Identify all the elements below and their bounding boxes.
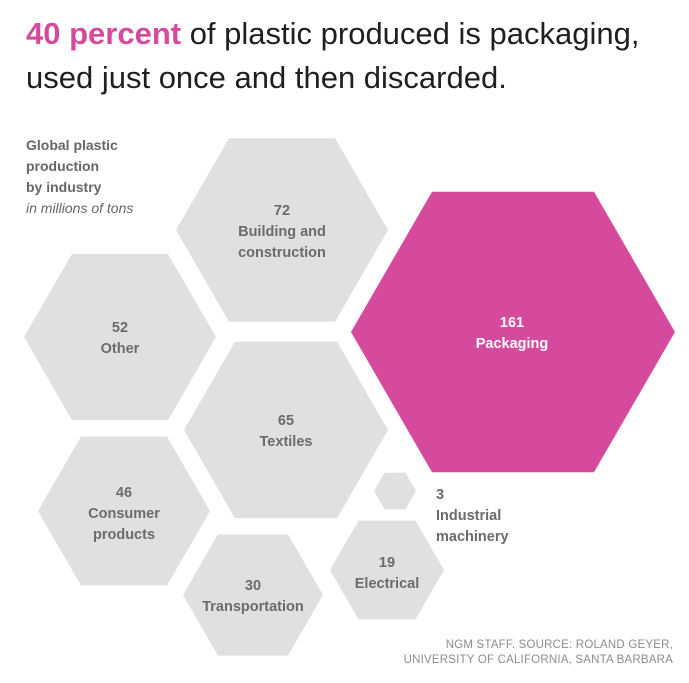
credit: NGM STAFF. SOURCE: ROLAND GEYER, UNIVERS…: [404, 638, 673, 668]
credit-line-1: NGM STAFF. SOURCE: ROLAND GEYER,: [445, 639, 673, 651]
value-label: 161: [500, 315, 524, 331]
subtitle-line-1: Global plastic: [26, 137, 118, 153]
value-label: 30: [245, 578, 261, 594]
hexagon-other: [184, 341, 388, 519]
headline-line1: of plastic produced is packaging,: [181, 16, 640, 51]
value-label: 72: [274, 203, 290, 219]
value-label: 52: [112, 320, 128, 336]
value-label: 65: [278, 413, 294, 429]
category-label: machinery: [436, 529, 509, 545]
subtitle-unit: in millions of tons: [26, 200, 134, 216]
hexagon-packaging: [351, 191, 675, 473]
value-label: 3: [436, 487, 444, 503]
category-label: Consumer: [88, 506, 160, 522]
hexagon-building-and-construction: [176, 138, 388, 322]
credit-line-2: UNIVERSITY OF CALIFORNIA, SANTA BARBARA: [403, 654, 673, 666]
headline-highlight: 40 percent: [26, 16, 182, 51]
category-label: products: [93, 527, 155, 543]
hexagon-electrical: [330, 520, 444, 620]
subtitle-line-2: production: [26, 158, 100, 174]
category-label: Industrial: [436, 508, 501, 524]
hexagon-industrial-machinery: [374, 472, 416, 510]
category-label: Other: [101, 341, 140, 357]
category-label: Building and: [238, 224, 326, 240]
category-label: Electrical: [355, 576, 420, 592]
chart-subtitle: Global plastic production by industry in…: [26, 135, 186, 219]
category-label: Textiles: [260, 434, 313, 450]
hexagon-consumer-products: [38, 436, 210, 586]
category-label: Transportation: [202, 599, 304, 615]
category-label: Packaging: [476, 336, 549, 352]
value-label: 46: [116, 485, 132, 501]
category-label: construction: [238, 245, 326, 261]
subtitle-line-3: by industry: [26, 179, 102, 195]
value-label: 19: [379, 555, 395, 571]
headline-line2: used just once and then discarded.: [26, 60, 507, 95]
hexagon-textiles: [24, 253, 216, 421]
hexagon-transportation: [183, 534, 323, 656]
headline: 40 percent of plastic produced is packag…: [26, 12, 676, 100]
